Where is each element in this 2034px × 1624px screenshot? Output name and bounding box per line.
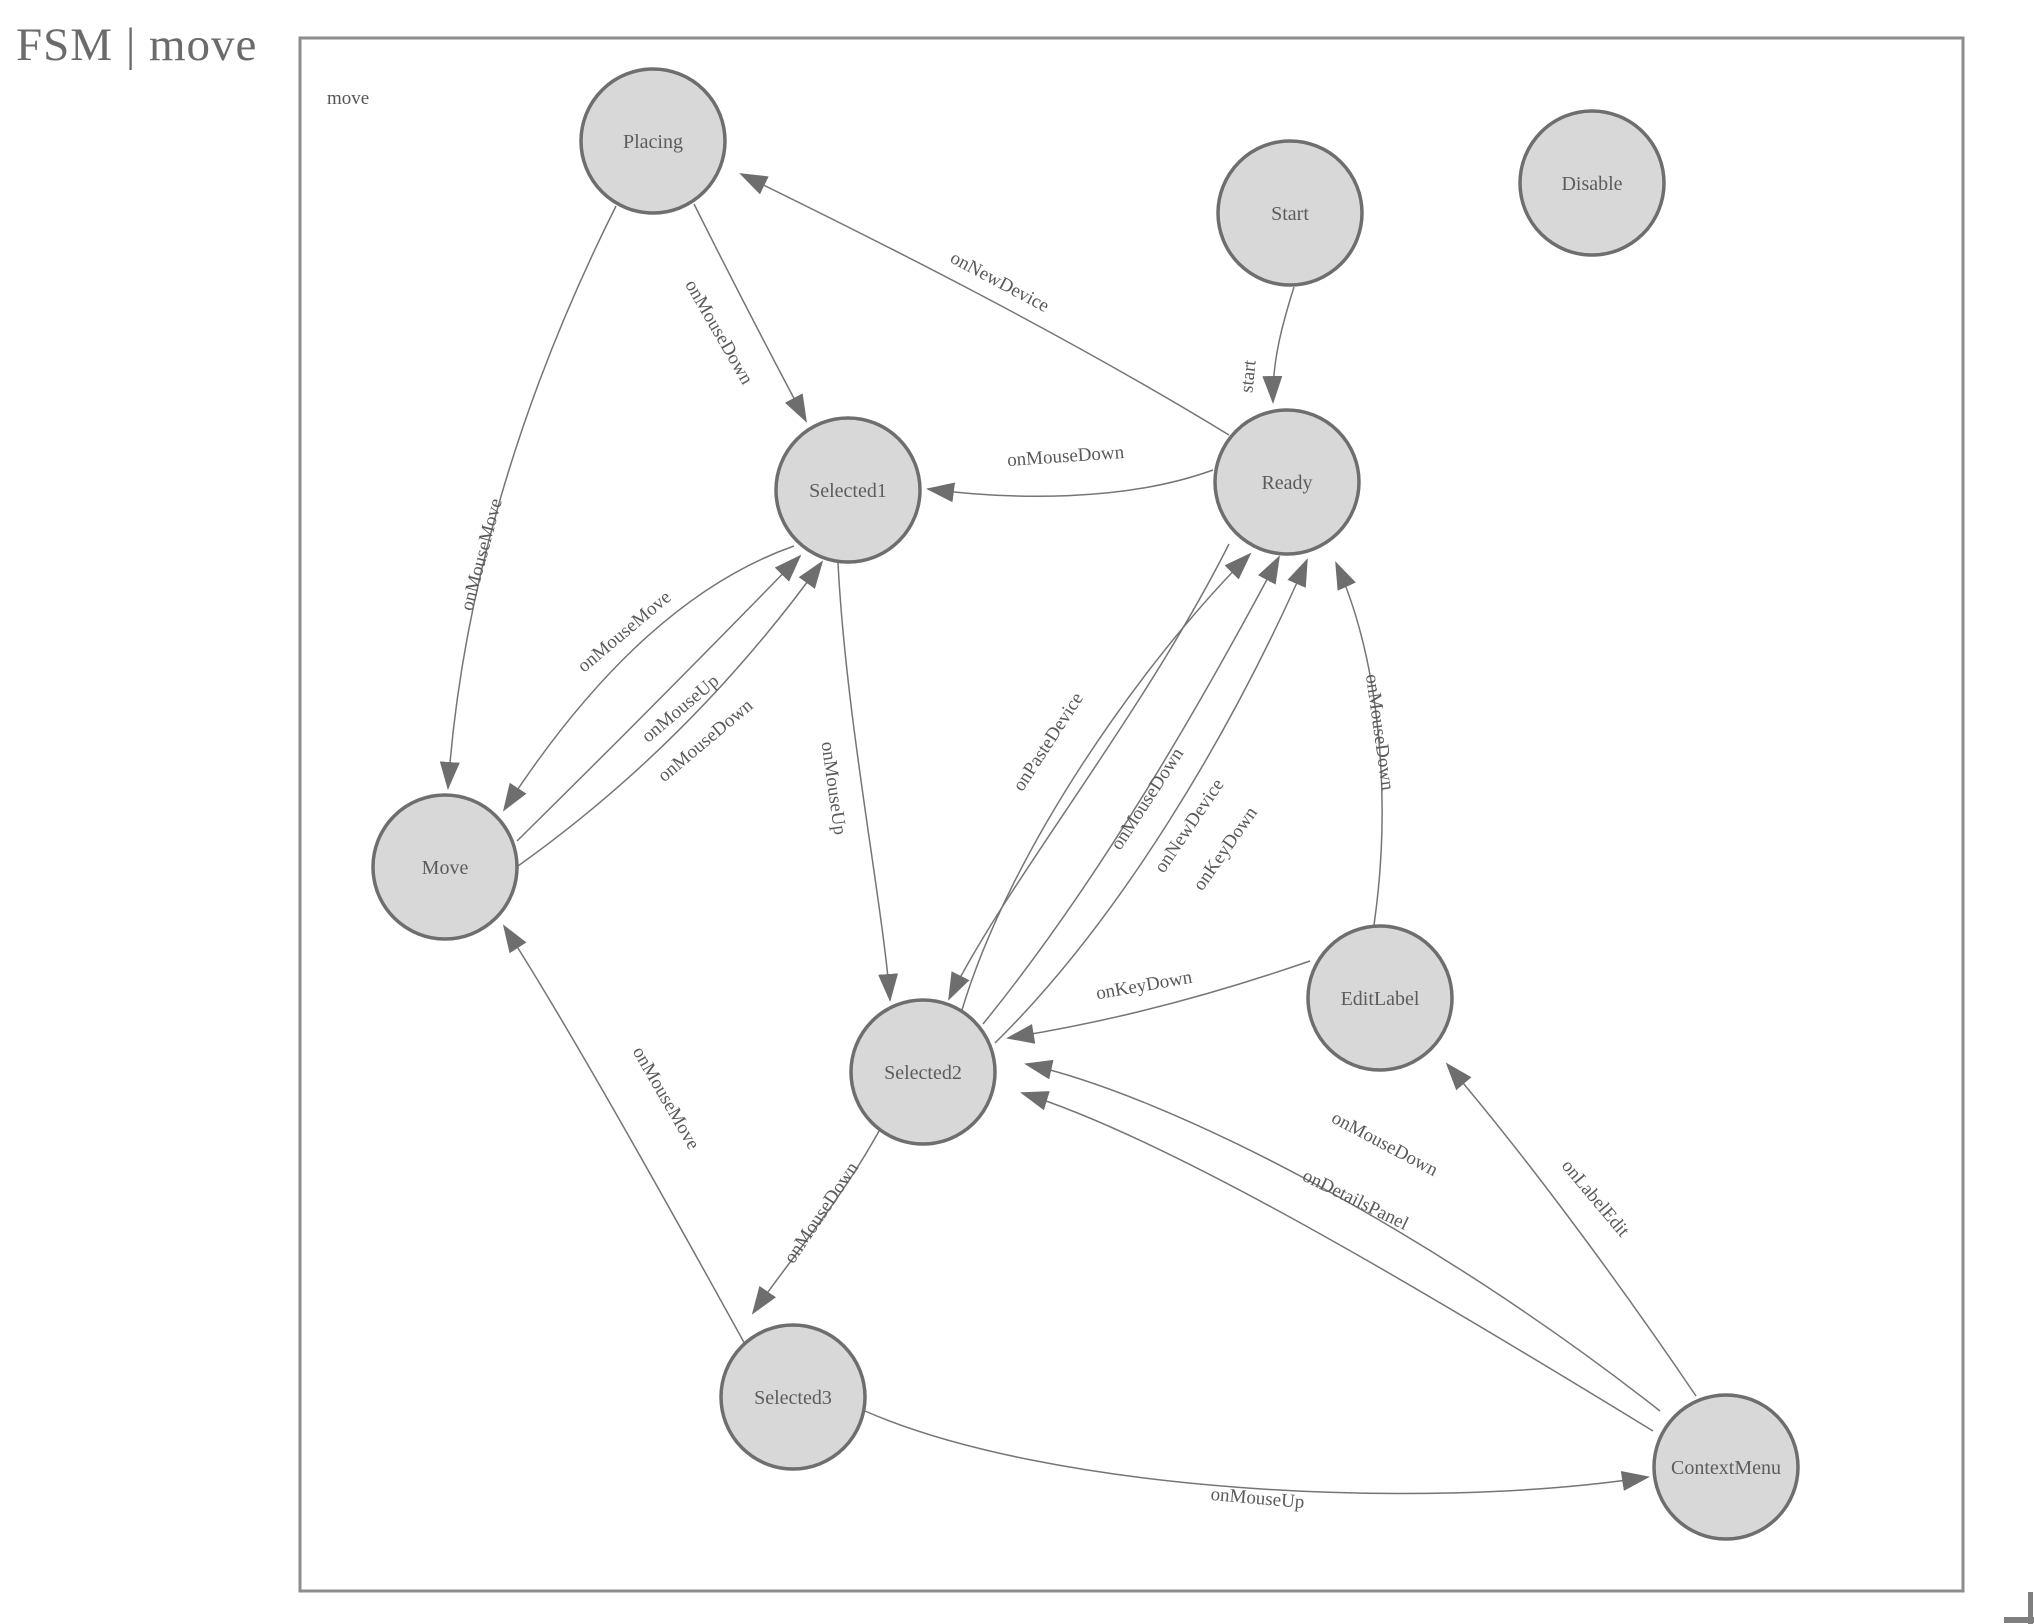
transition-labels: start onMouseDown onMouseMove onNewDevic… [457, 247, 1634, 1513]
transition-edge-selected2-ready-paste [961, 552, 1252, 1011]
corner-vertical-bar [2028, 1592, 2033, 1624]
transition-label: onMouseDown [1006, 442, 1125, 471]
state-node-selected2[interactable]: Selected2 [849, 998, 997, 1146]
state-label-editlabel: EditLabel [1341, 988, 1420, 1010]
state-label-start: Start [1271, 203, 1309, 225]
transition-label: onKeyDown [1094, 967, 1194, 1005]
state-circle-editlabel[interactable] [1306, 924, 1454, 1072]
transition-label: onMouseDown [680, 276, 757, 388]
state-nodes: Placing Start Disable Selected1 Ready Mo… [371, 67, 1800, 1541]
transition-label: onLabelEdit [1557, 1156, 1634, 1242]
state-label-selected3: Selected3 [754, 1387, 832, 1409]
transition-edge-contextmenu-selected2-mousedown [1024, 1059, 1661, 1412]
transition-label: onPasteDevice [1009, 689, 1088, 795]
transition-edge-ready-selected1 [926, 469, 1214, 503]
transition-label: onDetailsPanel [1299, 1165, 1412, 1234]
transition-label: onMouseMove [628, 1043, 704, 1153]
state-node-ready[interactable]: Ready [1213, 408, 1361, 556]
transition-edge-placing-selected1 [693, 203, 807, 423]
viewport-corner-artifact [2004, 1592, 2034, 1624]
state-node-contextmenu[interactable]: ContextMenu [1652, 1393, 1800, 1541]
state-circle-start[interactable] [1216, 139, 1364, 287]
transition-edge-selected2-selected3 [751, 1130, 880, 1315]
state-label-move: Move [422, 857, 469, 879]
transition-edge-selected3-move [502, 924, 747, 1347]
transition-edge-selected1-move [502, 545, 795, 812]
transition-edge-contextmenu-selected2-detailspanel [1020, 1091, 1654, 1432]
state-node-disable[interactable]: Disable [1518, 109, 1666, 257]
transition-label: onMouseMove [457, 496, 507, 613]
frame-label: move [327, 88, 369, 109]
state-circle-ready[interactable] [1213, 408, 1361, 556]
state-node-selected1[interactable]: Selected1 [774, 416, 922, 564]
state-node-placing[interactable]: Placing [579, 67, 727, 215]
transition-edge-move-selected1-down [517, 560, 824, 867]
state-label-selected2: Selected2 [884, 1062, 962, 1084]
transition-edge-editlabel-selected2 [1006, 960, 1311, 1044]
transition-label: onMouseDown [1328, 1107, 1442, 1181]
state-label-disable: Disable [1561, 173, 1622, 195]
transition-edges [439, 173, 1697, 1495]
state-circle-disable[interactable] [1518, 109, 1666, 257]
transition-edge-editlabel-ready [1335, 561, 1383, 926]
transition-label: onMouseUp [817, 740, 851, 836]
transition-edge-contextmenu-editlabel [1445, 1062, 1697, 1397]
state-node-editlabel[interactable]: EditLabel [1306, 924, 1454, 1072]
state-node-move[interactable]: Move [371, 793, 519, 941]
state-label-placing: Placing [623, 131, 683, 153]
state-circle-contextmenu[interactable] [1652, 1393, 1800, 1541]
transition-label: onMouseDown [1361, 673, 1398, 792]
transition-edge-selected2-ready-keydown [994, 558, 1308, 1044]
state-circle-selected3[interactable] [719, 1323, 867, 1471]
transition-label: onMouseUp [1210, 1484, 1305, 1513]
state-circle-selected2[interactable] [849, 998, 997, 1146]
transition-edge-start-ready [1262, 286, 1295, 404]
transition-label: onMouseDown [780, 1158, 863, 1267]
transition-label: onNewDevice [947, 247, 1053, 317]
transition-label: start [1236, 358, 1260, 393]
state-node-start[interactable]: Start [1216, 139, 1364, 287]
diagram-frame [298, 36, 1965, 1593]
transition-label: onMouseMove [574, 587, 676, 677]
state-label-contextmenu: ContextMenu [1671, 1457, 1781, 1479]
transition-edge-selected3-contextmenu [864, 1410, 1650, 1495]
state-circle-move[interactable] [371, 793, 519, 941]
transition-edge-selected2-ready-newdevice [982, 555, 1280, 1025]
corner-horizontal-bar [2004, 1617, 2034, 1623]
state-circle-selected1[interactable] [774, 416, 922, 564]
state-label-ready: Ready [1261, 472, 1312, 494]
state-node-selected3[interactable]: Selected3 [719, 1323, 867, 1471]
transition-edge-ready-placing [739, 173, 1230, 436]
transition-edge-ready-selected2 [948, 543, 1230, 1001]
page-title: FSM | move [16, 19, 258, 71]
transition-edge-selected1-selected2 [837, 562, 899, 1002]
state-circle-placing[interactable] [579, 67, 727, 215]
state-label-selected1: Selected1 [809, 480, 887, 502]
transition-edge-move-selected1-up [516, 554, 802, 842]
transition-edge-placing-move [439, 205, 617, 790]
